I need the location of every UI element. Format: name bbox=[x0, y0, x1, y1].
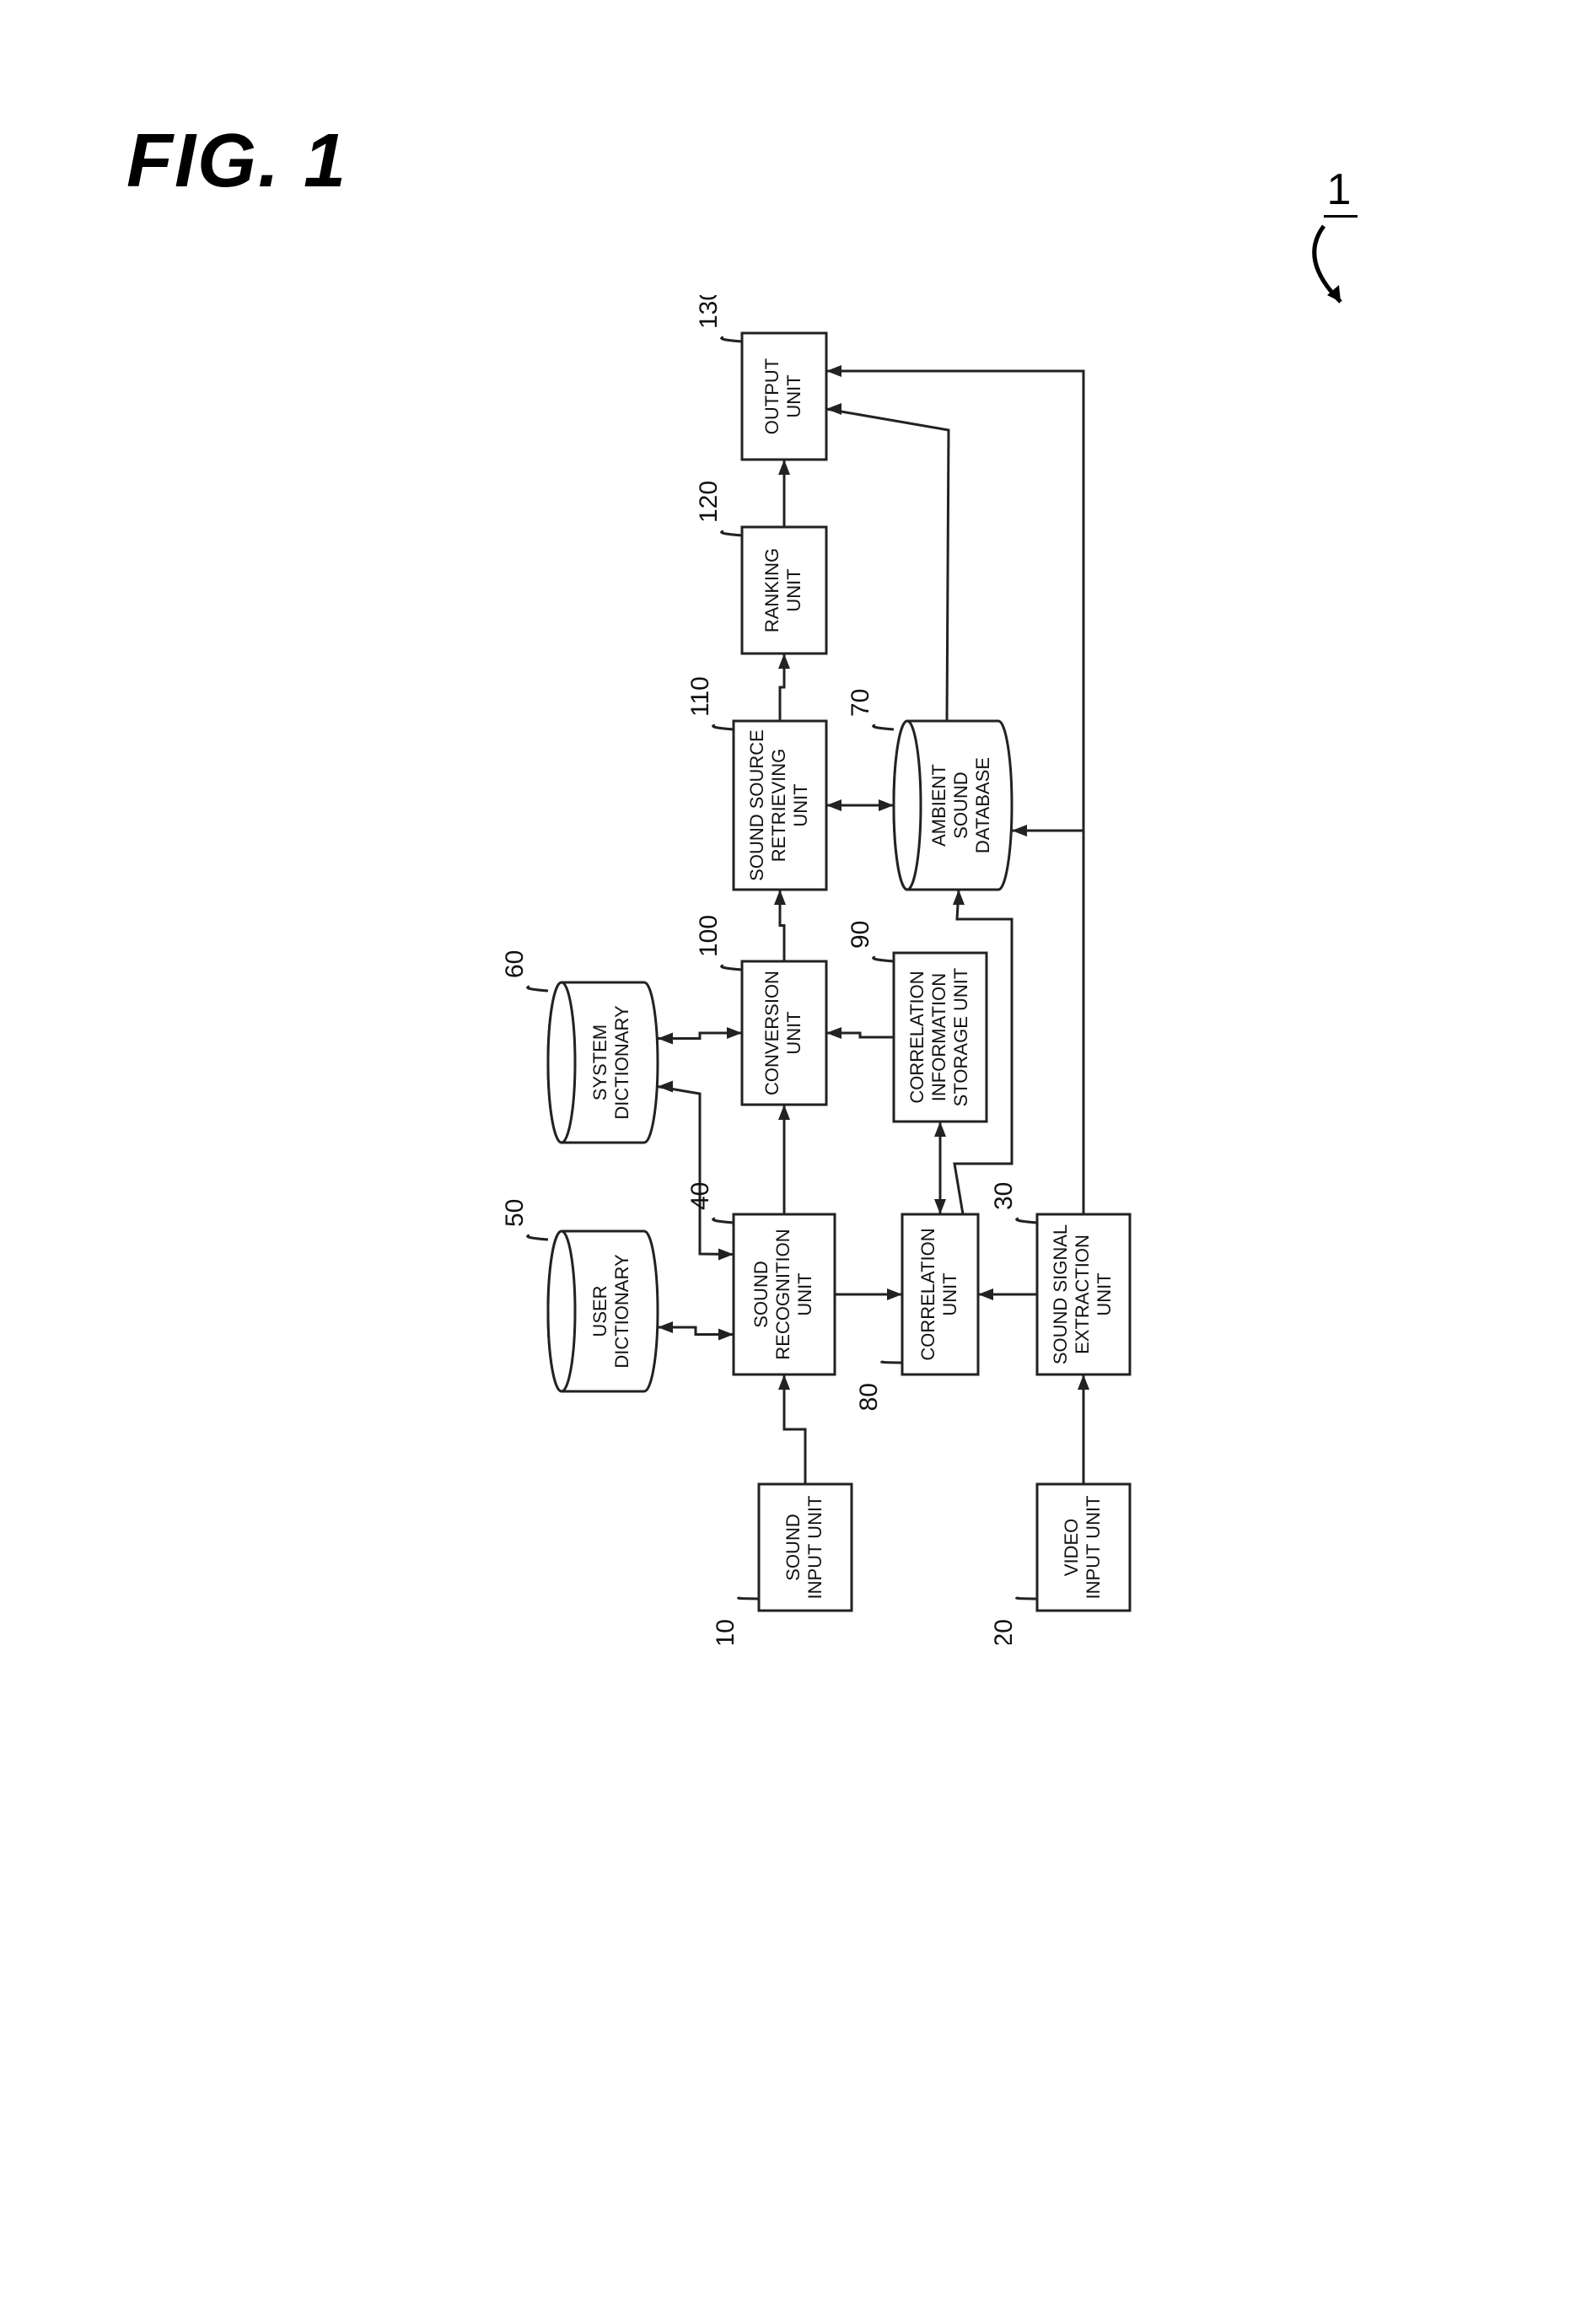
node-10-label: SOUND bbox=[782, 1514, 804, 1580]
node-110-label: RETRIEVING bbox=[768, 749, 789, 862]
node-90-label: CORRELATION bbox=[906, 971, 927, 1103]
node-40: SOUNDRECOGNITIONUNIT 40 bbox=[686, 1182, 835, 1374]
node-90-label: INFORMATION bbox=[928, 973, 949, 1101]
node-30: SOUND SIGNALEXTRACTIONUNIT 30 bbox=[990, 1182, 1130, 1374]
node-110: SOUND SOURCERETRIEVINGUNIT 110 bbox=[686, 676, 826, 890]
diagram-reference-1: 1 bbox=[1290, 164, 1391, 319]
figure-label: FIG. 1 bbox=[126, 118, 347, 205]
page: FIG. 1 1 SOUNDINPUT UNIT10VIDEOINPUT UNI… bbox=[0, 0, 1570, 2324]
node-40-ref: 40 bbox=[686, 1182, 714, 1210]
node-120: RANKINGUNIT 120 bbox=[695, 481, 826, 654]
node-70-ref: 70 bbox=[847, 689, 874, 717]
node-30-ref: 30 bbox=[990, 1182, 1018, 1210]
node-100: CONVERSIONUNIT 100 bbox=[695, 915, 826, 1105]
node-100-ref: 100 bbox=[695, 915, 723, 957]
node-10-label: INPUT UNIT bbox=[804, 1495, 825, 1599]
node-50-label: USER bbox=[589, 1285, 610, 1337]
node-70-label: AMBIENT bbox=[928, 764, 949, 847]
node-60-ref: 60 bbox=[501, 950, 529, 978]
node-40-label: SOUND bbox=[750, 1261, 772, 1327]
node-110-label: UNIT bbox=[790, 783, 811, 826]
node-80-label: CORRELATION bbox=[917, 1228, 938, 1360]
diagram-reference-1-number: 1 bbox=[1324, 164, 1358, 218]
node-80-ref: 80 bbox=[855, 1383, 883, 1411]
node-60-label: DICTIONARY bbox=[611, 1005, 632, 1120]
node-130-ref: 130 bbox=[695, 295, 723, 329]
node-100-label: UNIT bbox=[783, 1011, 804, 1054]
node-50-ref: 50 bbox=[501, 1199, 529, 1227]
node-20-label: VIDEO bbox=[1061, 1519, 1082, 1576]
node-70-label: DATABASE bbox=[972, 757, 993, 853]
node-120-ref: 120 bbox=[695, 481, 723, 523]
node-20: VIDEOINPUT UNIT 20 bbox=[990, 1484, 1130, 1644]
node-130-label: UNIT bbox=[783, 374, 804, 417]
node-110-label: SOUND SOURCE bbox=[746, 729, 767, 881]
node-20-label: INPUT UNIT bbox=[1083, 1495, 1104, 1599]
node-50: USERDICTIONARY 50 bbox=[501, 1199, 658, 1391]
node-120-label: UNIT bbox=[783, 568, 804, 611]
node-40-label: RECOGNITION bbox=[772, 1229, 793, 1359]
node-60: SYSTEMDICTIONARY 60 bbox=[501, 950, 658, 1143]
node-60-label: SYSTEM bbox=[589, 1025, 610, 1100]
node-30-label: SOUND SIGNAL bbox=[1050, 1224, 1071, 1364]
node-130-label: OUTPUT bbox=[761, 358, 782, 434]
node-20-ref: 20 bbox=[990, 1619, 1018, 1644]
node-80: CORRELATIONUNIT 80 bbox=[855, 1214, 978, 1411]
node-100-label: CONVERSION bbox=[761, 971, 782, 1095]
node-50-label: DICTIONARY bbox=[611, 1254, 632, 1369]
diagram-reference-1-arrow-icon bbox=[1290, 218, 1391, 319]
node-40-label: UNIT bbox=[794, 1272, 815, 1315]
node-110-ref: 110 bbox=[686, 676, 714, 717]
node-90-label: STORAGE UNIT bbox=[950, 968, 971, 1107]
node-30-label: UNIT bbox=[1094, 1272, 1115, 1315]
node-90-ref: 90 bbox=[847, 921, 874, 949]
node-10: SOUNDINPUT UNIT 10 bbox=[712, 1484, 852, 1644]
node-80-label: UNIT bbox=[939, 1272, 960, 1315]
node-10-ref: 10 bbox=[712, 1619, 739, 1644]
node-70: AMBIENTSOUNDDATABASE 70 bbox=[847, 689, 1012, 890]
block-diagram: SOUNDINPUT UNIT10VIDEOINPUT UNIT20SOUND … bbox=[337, 295, 1185, 1644]
node-120-label: RANKING bbox=[761, 548, 782, 632]
node-30-label: EXTRACTION bbox=[1072, 1235, 1093, 1354]
node-130: OUTPUTUNIT 130 bbox=[695, 295, 826, 460]
node-70-label: SOUND bbox=[950, 772, 971, 838]
node-90: CORRELATIONINFORMATIONSTORAGE UNIT 90 bbox=[847, 921, 987, 1122]
